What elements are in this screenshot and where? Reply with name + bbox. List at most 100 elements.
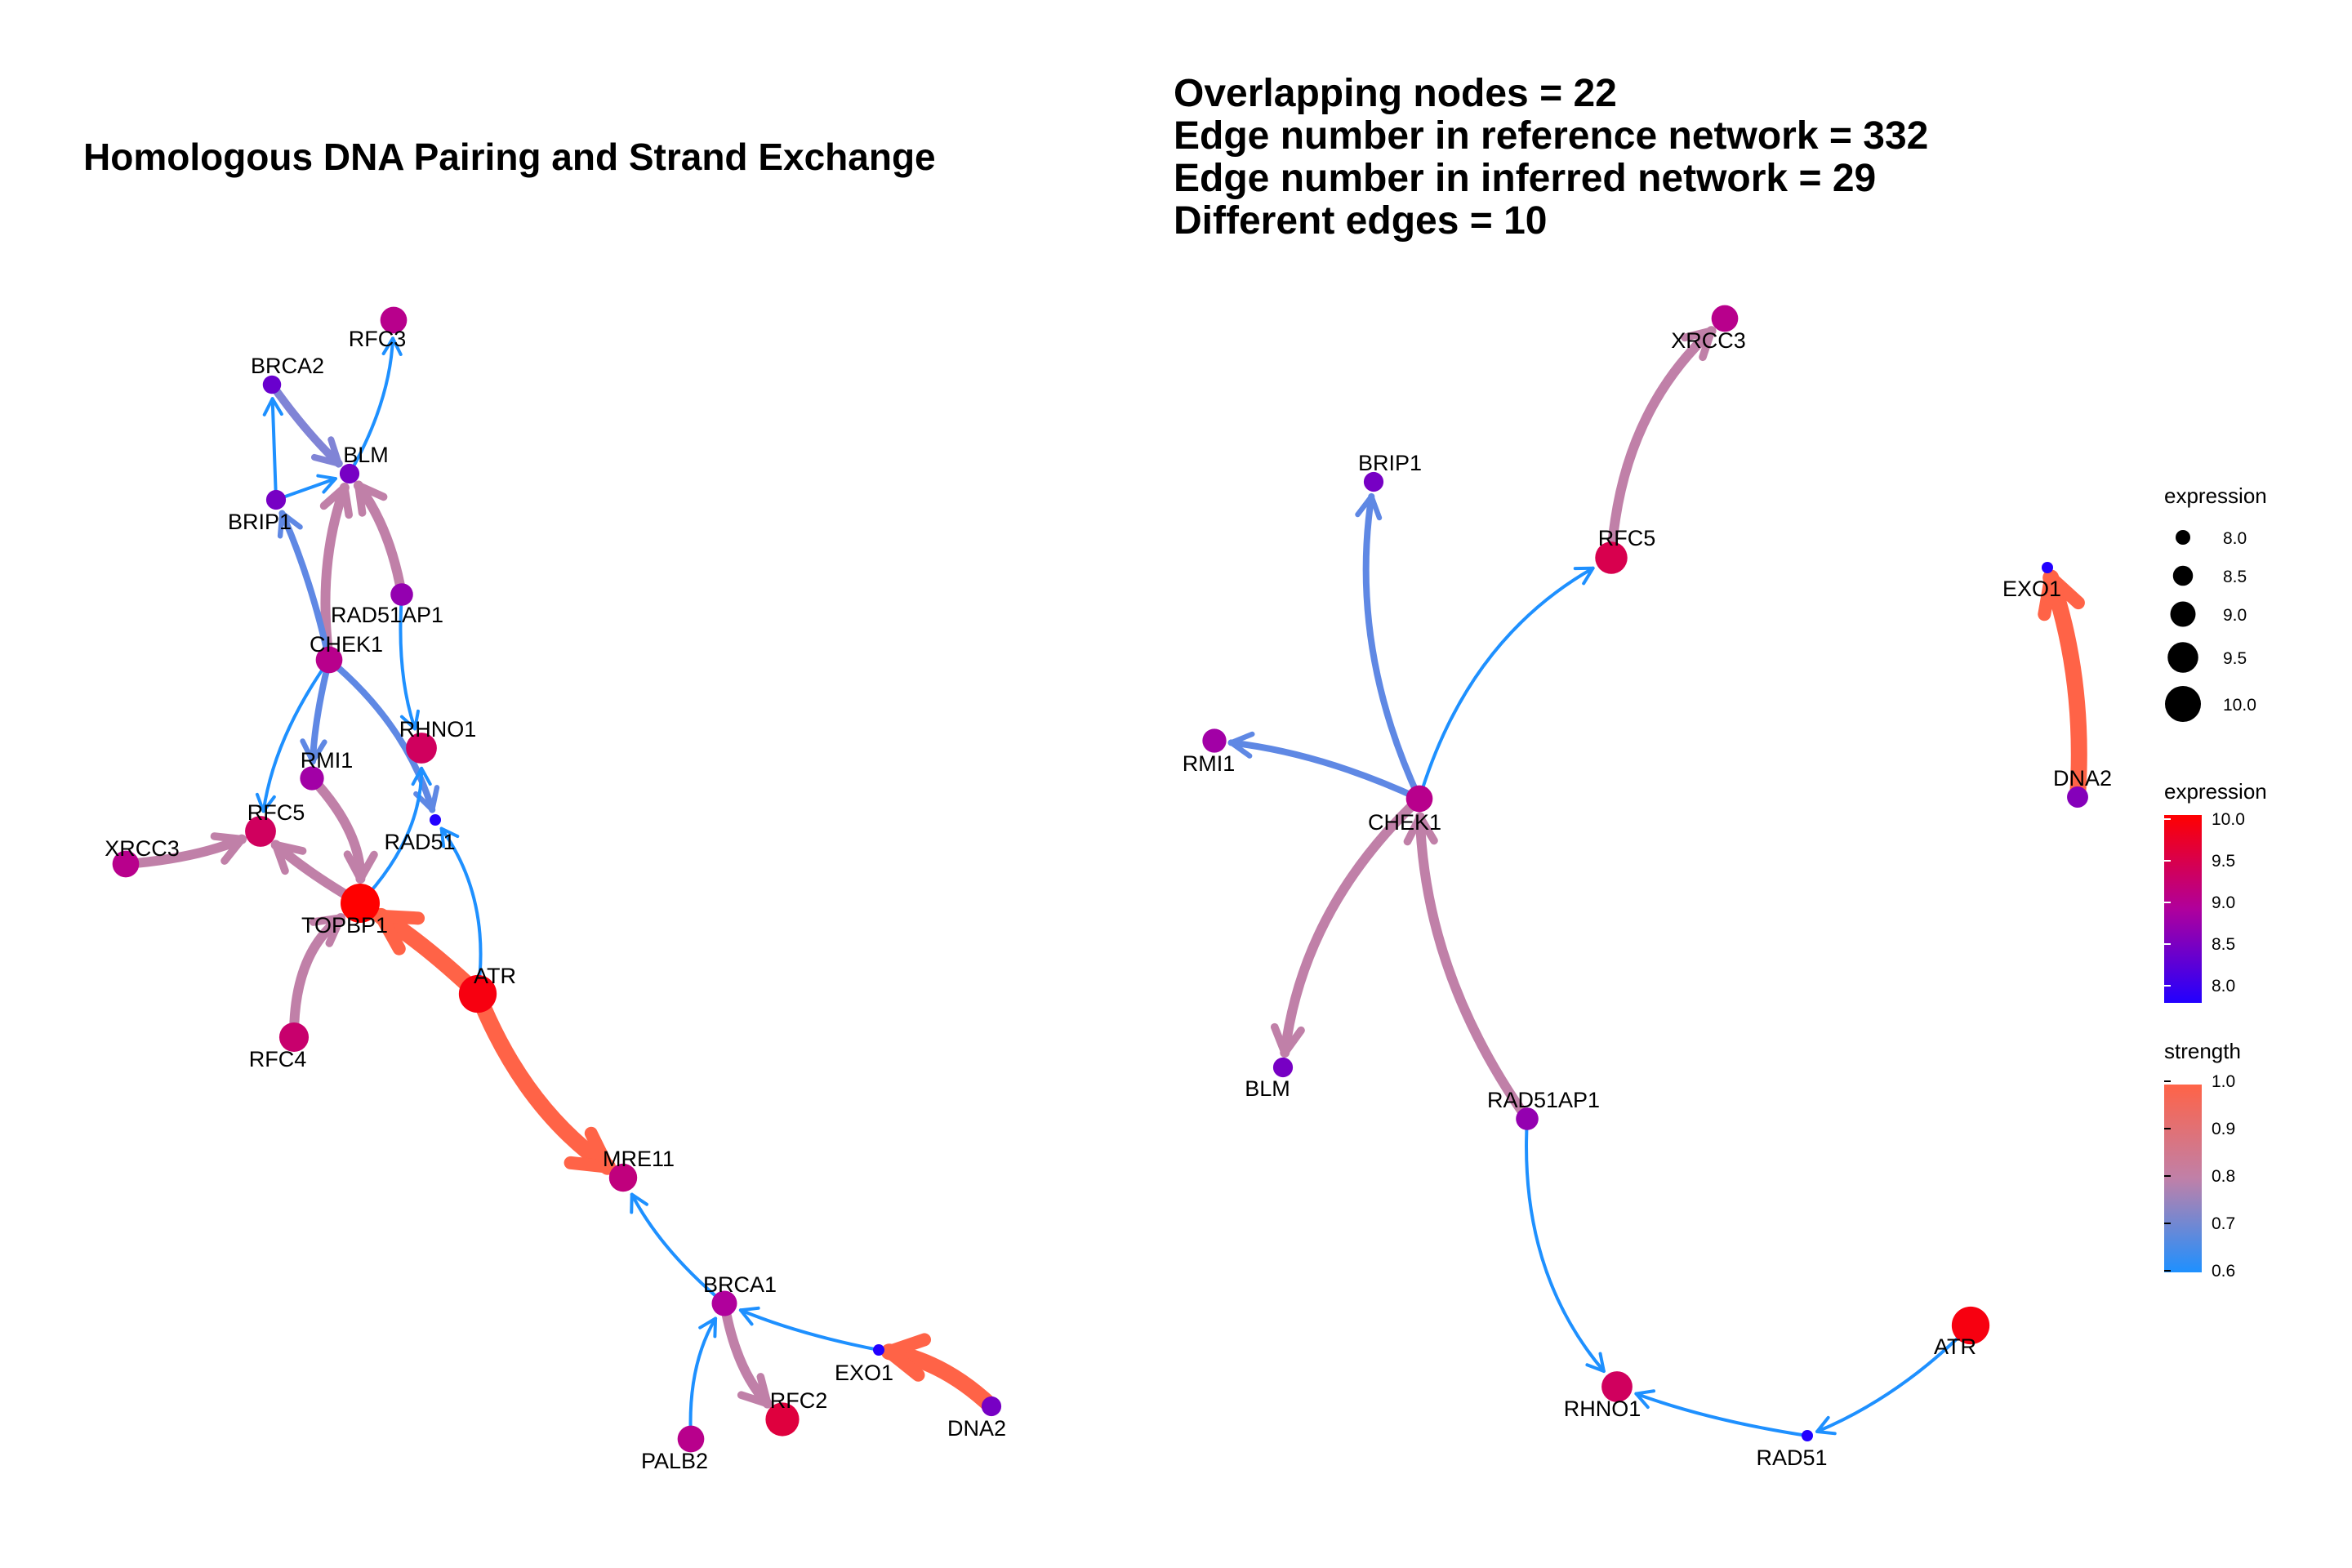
right-arrowhead-rad51-to-rhno1 bbox=[1634, 1389, 1656, 1410]
right-node-rad51ap1 bbox=[1516, 1107, 1539, 1130]
right-arrowhead-rad51ap1-to-chek1 bbox=[1403, 813, 1438, 846]
left-arrowhead-atr-to-mre11 bbox=[564, 1126, 614, 1174]
left-edge-xrcc3-to-rfc5 bbox=[121, 834, 247, 869]
left-edge-rad51ap1-to-rhno1 bbox=[399, 593, 417, 731]
left-node-mre11 bbox=[608, 1163, 638, 1192]
left-arrowhead-rmi1-to-topbp1 bbox=[343, 850, 378, 883]
left-edge-atr-to-mre11 bbox=[470, 986, 616, 1175]
right-node-label-rfc5: RFC5 bbox=[1598, 526, 1656, 550]
right-arrowhead-chek1-to-blm bbox=[1270, 1022, 1305, 1057]
left-node-brip1 bbox=[265, 489, 287, 510]
left-edge-blm-to-rfc3 bbox=[348, 336, 395, 475]
left-arrowhead-chek1-to-rad51 bbox=[413, 785, 440, 813]
legend-color-label-1: 9.5 bbox=[2212, 852, 2235, 871]
right-node-label-dna2: DNA2 bbox=[2053, 766, 2112, 791]
left-arrowhead-chek1-to-brip1 bbox=[277, 510, 303, 539]
left-node-label-brca1: BRCA1 bbox=[703, 1272, 777, 1297]
left-arrowhead-atr-to-rad51 bbox=[439, 826, 460, 849]
right-node-label-chek1: CHEK1 bbox=[1368, 810, 1441, 835]
right-node-exo1 bbox=[2042, 562, 2053, 573]
left-node-atr bbox=[458, 974, 497, 1013]
left-node-label-palb2: PALB2 bbox=[641, 1449, 708, 1473]
right-edge-rad51ap1-to-rhno1 bbox=[1525, 1117, 1606, 1374]
left-node-brca1 bbox=[711, 1290, 737, 1316]
left-arrowhead-blm-to-rfc3 bbox=[381, 336, 403, 356]
left-node-rfc5 bbox=[245, 816, 276, 847]
right-node-label-blm: BLM bbox=[1245, 1076, 1290, 1101]
left-edge-brca2-to-blm bbox=[268, 381, 343, 468]
left-node-label-chek1: CHEK1 bbox=[310, 632, 383, 657]
right-edge-atr-to-rad51 bbox=[1815, 1324, 1972, 1433]
right-node-label-rad51: RAD51 bbox=[1756, 1446, 1827, 1470]
left-node-label-xrcc3: XRCC3 bbox=[105, 836, 180, 861]
right-node-rhno1 bbox=[1601, 1371, 1633, 1402]
right-node-atr bbox=[1951, 1306, 1990, 1345]
left-edge-atr-to-rad51 bbox=[439, 826, 483, 996]
left-arrowhead-brca1-to-mre11 bbox=[630, 1192, 648, 1214]
left-node-rfc4 bbox=[278, 1022, 310, 1053]
left-arrowhead-brca2-to-blm bbox=[310, 436, 342, 467]
right-node-label-exo1: EXO1 bbox=[2002, 577, 2061, 601]
left-node-rmi1 bbox=[300, 766, 324, 791]
legend-color-bar bbox=[2164, 815, 2202, 1003]
legend-strength: strength 1.0 0.9 0.8 0.7 0.6 bbox=[2164, 1039, 2241, 1281]
left-edge-brca1-to-rfc2 bbox=[719, 1298, 773, 1409]
right-edge-rad51-to-rhno1 bbox=[1634, 1392, 1809, 1437]
stat-overlapping-nodes: Overlapping nodes = 22 bbox=[1174, 72, 1617, 115]
left-node-rfc3 bbox=[380, 306, 408, 334]
legend-color-title: expression bbox=[2164, 779, 2267, 804]
left-edge-brca1-to-mre11 bbox=[630, 1192, 726, 1305]
legend-size-label-3: 9.5 bbox=[2223, 649, 2247, 668]
legend-strength-label-4: 0.6 bbox=[2212, 1262, 2235, 1281]
left-node-label-rfc4: RFC4 bbox=[249, 1047, 307, 1071]
left-arrowhead-palb2-to-brca1 bbox=[698, 1316, 718, 1339]
left-edge-rfc4-to-topbp1 bbox=[288, 913, 346, 1042]
legend-color-label-2: 9.0 bbox=[2212, 893, 2235, 912]
right-node-label-brip1: BRIP1 bbox=[1358, 451, 1422, 475]
left-node-label-rad51ap1: RAD51AP1 bbox=[331, 603, 443, 627]
right-arrowhead-rfc5-to-xrcc3 bbox=[1681, 327, 1716, 362]
right-edge-chek1-to-rmi1 bbox=[1227, 739, 1423, 802]
legend-size-dot-3 bbox=[2167, 642, 2198, 673]
left-arrowhead-chek1-to-blm bbox=[319, 483, 354, 519]
left-node-label-atr: ATR bbox=[474, 964, 516, 988]
legend-strength-label-1: 0.9 bbox=[2212, 1120, 2235, 1138]
left-node-blm bbox=[339, 463, 360, 484]
legend-size-dot-1 bbox=[2172, 565, 2194, 586]
legend-color-label-3: 8.5 bbox=[2212, 935, 2235, 954]
left-edge-brip1-to-brca2 bbox=[270, 397, 278, 501]
legend-size: expression 8.0 8.5 9.0 9.5 10.0 bbox=[2164, 483, 2267, 722]
left-node-exo1 bbox=[873, 1344, 884, 1356]
right-arrowhead-atr-to-rad51 bbox=[1815, 1415, 1837, 1436]
left-node-label-rfc5: RFC5 bbox=[247, 800, 305, 825]
right-arrowhead-chek1-to-rmi1 bbox=[1228, 731, 1255, 759]
right-edge-chek1-to-brip1 bbox=[1362, 492, 1423, 802]
left-edge-chek1-to-brip1 bbox=[278, 510, 332, 663]
right-node-label-rhno1: RHNO1 bbox=[1564, 1396, 1642, 1421]
right-arrowhead-dna2-to-exo1 bbox=[2038, 571, 2085, 621]
right-node-xrcc3 bbox=[1711, 305, 1739, 332]
left-arrowhead-topbp1-to-rhno1 bbox=[411, 766, 432, 786]
right-node-label-atr: ATR bbox=[1934, 1334, 1976, 1359]
left-arrowhead-dna2-to-exo1 bbox=[882, 1333, 931, 1382]
left-network-edges bbox=[121, 336, 1000, 1441]
left-node-label-rhno1: RHNO1 bbox=[399, 717, 477, 742]
stat-reference-edges: Edge number in reference network = 332 bbox=[1174, 114, 1928, 158]
left-edge-rmi1-to-topbp1 bbox=[307, 773, 366, 884]
left-node-label-brca2: BRCA2 bbox=[251, 354, 324, 378]
left-edge-chek1-to-rad51 bbox=[326, 657, 436, 813]
left-node-brca2 bbox=[262, 375, 282, 394]
legend-size-label-0: 8.0 bbox=[2223, 529, 2247, 548]
left-node-label-mre11: MRE11 bbox=[603, 1147, 675, 1171]
left-edge-exo1-to-brca1 bbox=[738, 1308, 880, 1352]
left-title: Homologous DNA Pairing and Strand Exchan… bbox=[83, 136, 936, 178]
right-edge-chek1-to-rfc5 bbox=[1418, 566, 1595, 800]
right-node-chek1 bbox=[1405, 785, 1433, 813]
left-arrowhead-rad51ap1-to-rhno1 bbox=[399, 709, 420, 731]
left-edge-palb2-to-brca1 bbox=[688, 1316, 718, 1441]
legend-size-dot-2 bbox=[2170, 601, 2196, 627]
left-network-nodes bbox=[112, 306, 1002, 1453]
left-node-label-topbp1: TOPBP1 bbox=[301, 913, 388, 938]
legend-color: expression 10.0 9.5 9.0 8.5 8.0 bbox=[2164, 779, 2267, 1003]
left-node-label-dna2: DNA2 bbox=[947, 1416, 1006, 1441]
